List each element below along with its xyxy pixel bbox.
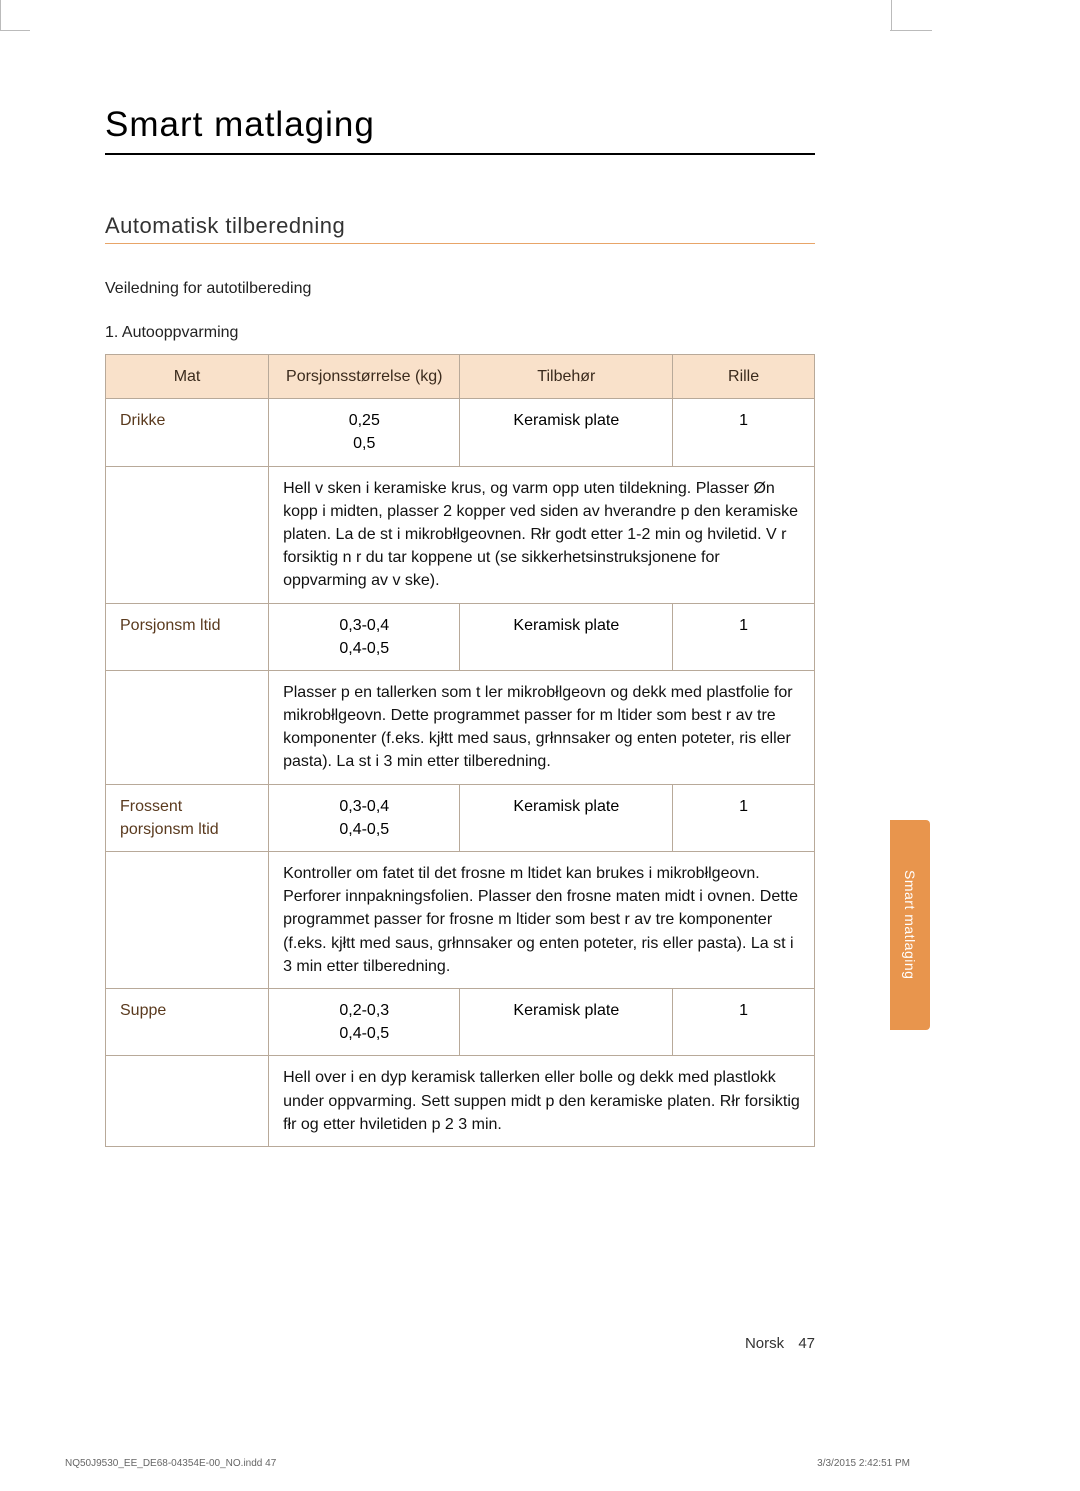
print-left: NQ50J9530_EE_DE68-04354E-00_NO.indd 47 bbox=[65, 1458, 276, 1469]
cell-rack: 1 bbox=[673, 399, 815, 466]
section-heading: Automatisk tilberedning bbox=[105, 213, 815, 244]
cell-desc: Hell v sken i keramiske krus, og varm op… bbox=[269, 466, 815, 603]
col-til: Tilbehør bbox=[460, 355, 673, 399]
cell-accessory: Keramisk plate bbox=[460, 603, 673, 670]
cell-desc: Hell over i en dyp keramisk tallerken el… bbox=[269, 1056, 815, 1147]
table-row: Suppe 0,2-0,3 0,4-0,5 Keramisk plate 1 bbox=[106, 988, 815, 1055]
table-row: Porsjonsm ltid 0,3-0,4 0,4-0,5 Keramisk … bbox=[106, 603, 815, 670]
footer-pagenum: 47 bbox=[798, 1335, 815, 1352]
cell-portion: 0,3-0,4 0,4-0,5 bbox=[269, 784, 460, 851]
cell-name: Frossent porsjonsm ltid bbox=[106, 784, 269, 851]
cell-accessory: Keramisk plate bbox=[460, 784, 673, 851]
table-row-desc: Kontroller om fatet til det frosne m lti… bbox=[106, 852, 815, 989]
print-footer: NQ50J9530_EE_DE68-04354E-00_NO.indd 47 3… bbox=[65, 1458, 910, 1469]
footer-right: Norsk 47 bbox=[745, 1335, 815, 1352]
cell-empty bbox=[106, 1056, 269, 1147]
intro-text: Veiledning for autotilbereding bbox=[105, 280, 815, 298]
cell-empty bbox=[106, 670, 269, 784]
side-tab: Smart matlaging bbox=[890, 820, 930, 1030]
cell-portion: 0,2-0,3 0,4-0,5 bbox=[269, 988, 460, 1055]
cell-rack: 1 bbox=[673, 784, 815, 851]
manual-page: Smart matlaging Automatisk tilberedning … bbox=[30, 30, 890, 1430]
table-body: Drikke 0,25 0,5 Keramisk plate 1 Hell v … bbox=[106, 399, 815, 1147]
table-header-row: Mat Porsjonsstørrelse (kg) Tilbehør Rill… bbox=[106, 355, 815, 399]
cell-portion: 0,25 0,5 bbox=[269, 399, 460, 466]
cell-empty bbox=[106, 852, 269, 989]
page-title: Smart matlaging bbox=[105, 105, 815, 145]
col-mat: Mat bbox=[106, 355, 269, 399]
cell-name: Porsjonsm ltid bbox=[106, 603, 269, 670]
footer-lang: Norsk bbox=[745, 1335, 784, 1352]
table-row-desc: Hell over i en dyp keramisk tallerken el… bbox=[106, 1056, 815, 1147]
table-row-desc: Hell v sken i keramiske krus, og varm op… bbox=[106, 466, 815, 603]
cell-portion: 0,3-0,4 0,4-0,5 bbox=[269, 603, 460, 670]
cell-name: Drikke bbox=[106, 399, 269, 466]
cell-desc: Plasser p en tallerken som t ler mikrobł… bbox=[269, 670, 815, 784]
cell-accessory: Keramisk plate bbox=[460, 399, 673, 466]
cell-rack: 1 bbox=[673, 988, 815, 1055]
table-row: Frossent porsjonsm ltid 0,3-0,4 0,4-0,5 … bbox=[106, 784, 815, 851]
col-ril: Rille bbox=[673, 355, 815, 399]
cell-name: Suppe bbox=[106, 988, 269, 1055]
subheading: 1. Autooppvarming bbox=[105, 324, 815, 342]
cell-accessory: Keramisk plate bbox=[460, 988, 673, 1055]
cell-desc: Kontroller om fatet til det frosne m lti… bbox=[269, 852, 815, 989]
table-row: Drikke 0,25 0,5 Keramisk plate 1 bbox=[106, 399, 815, 466]
cell-rack: 1 bbox=[673, 603, 815, 670]
col-por: Porsjonsstørrelse (kg) bbox=[269, 355, 460, 399]
print-right: 3/3/2015 2:42:51 PM bbox=[817, 1458, 910, 1469]
cell-empty bbox=[106, 466, 269, 603]
auto-reheat-table: Mat Porsjonsstørrelse (kg) Tilbehør Rill… bbox=[105, 354, 815, 1147]
table-row-desc: Plasser p en tallerken som t ler mikrobł… bbox=[106, 670, 815, 784]
title-rule bbox=[105, 153, 815, 155]
